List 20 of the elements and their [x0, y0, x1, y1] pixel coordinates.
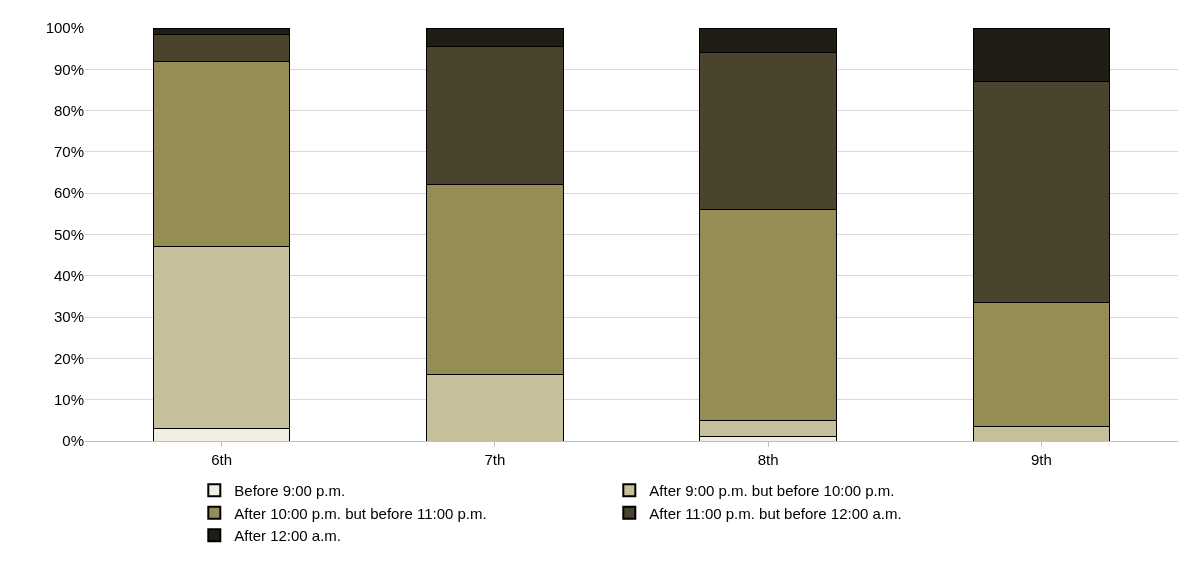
x-tick-label: 8th [757, 451, 779, 468]
y-tick-label: 30% [53, 308, 84, 326]
y-tick-label: 0% [62, 432, 84, 450]
y-tick-label: 100% [45, 19, 84, 37]
legend-label: Before 9:00 p.m. [234, 482, 346, 500]
y-tick-label: 60% [53, 184, 84, 202]
y-tick-label: 20% [53, 349, 84, 367]
y-tick-label: 50% [53, 225, 84, 243]
y-tick-label: 10% [53, 390, 84, 408]
y-tick-label: 80% [53, 101, 84, 119]
y-tick-label: 90% [53, 60, 84, 78]
legend-label: After 10:00 p.m. but before 11:00 p.m. [234, 504, 487, 522]
legend-label: After 12:00 a.m. [234, 527, 342, 545]
y-tick-label: 40% [53, 267, 84, 285]
legend-label: After 11:00 p.m. but before 12:00 a.m. [649, 504, 902, 522]
x-tick-label: 6th [211, 451, 233, 468]
y-tick-label: 70% [53, 143, 84, 161]
legend-label: After 9:00 p.m. but before 10:00 p.m. [649, 482, 895, 500]
x-tick-label: 9th [1030, 451, 1052, 468]
x-tick-label: 7th [484, 451, 506, 468]
